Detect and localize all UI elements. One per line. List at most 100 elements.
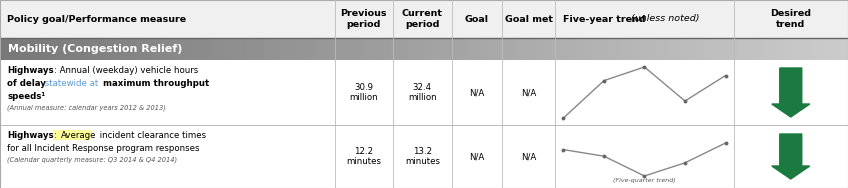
Text: Five-year trend: Five-year trend bbox=[563, 14, 650, 24]
Text: Average: Average bbox=[60, 131, 96, 140]
Bar bbox=[8, 38, 17, 60]
Bar bbox=[212, 38, 220, 60]
Bar bbox=[93, 38, 102, 60]
Bar bbox=[628, 38, 636, 60]
Bar bbox=[53, 130, 91, 140]
Bar bbox=[585, 38, 594, 60]
Bar bbox=[636, 38, 644, 60]
Bar bbox=[254, 38, 263, 60]
Bar bbox=[449, 38, 458, 60]
Bar bbox=[322, 38, 331, 60]
Bar bbox=[432, 38, 441, 60]
Bar bbox=[500, 38, 509, 60]
Bar bbox=[806, 38, 814, 60]
Text: Policy goal/Performance measure: Policy goal/Performance measure bbox=[7, 14, 186, 24]
Bar bbox=[551, 38, 560, 60]
Bar bbox=[780, 38, 789, 60]
Bar bbox=[76, 38, 85, 60]
Bar bbox=[441, 38, 449, 60]
Bar bbox=[568, 38, 577, 60]
Text: (Calendar quarterly measure: Q3 2014 & Q4 2014): (Calendar quarterly measure: Q3 2014 & Q… bbox=[7, 156, 177, 163]
Bar bbox=[729, 38, 738, 60]
Text: Goal met: Goal met bbox=[505, 14, 553, 24]
Bar bbox=[153, 38, 161, 60]
Bar bbox=[712, 38, 721, 60]
Bar bbox=[42, 38, 51, 60]
Text: N/A: N/A bbox=[522, 88, 536, 97]
Bar bbox=[840, 38, 848, 60]
Bar bbox=[263, 38, 271, 60]
Bar bbox=[416, 38, 424, 60]
Bar bbox=[0, 125, 848, 188]
Text: for all Incident Response program responses: for all Incident Response program respon… bbox=[7, 144, 199, 153]
Text: 32.4
million: 32.4 million bbox=[408, 83, 437, 102]
Bar bbox=[823, 38, 831, 60]
Bar bbox=[314, 38, 322, 60]
Bar bbox=[695, 38, 704, 60]
Bar bbox=[0, 38, 8, 60]
Bar bbox=[356, 38, 365, 60]
Bar bbox=[0, 60, 848, 125]
Text: (unless noted): (unless noted) bbox=[632, 14, 700, 24]
Bar bbox=[797, 38, 806, 60]
Text: Desired
trend: Desired trend bbox=[770, 9, 812, 29]
Text: : Annual (weekday) vehicle hours: : Annual (weekday) vehicle hours bbox=[54, 66, 198, 75]
Bar bbox=[831, 38, 840, 60]
Bar bbox=[51, 38, 59, 60]
Bar bbox=[102, 38, 110, 60]
Text: Highways: Highways bbox=[7, 66, 53, 75]
Bar bbox=[483, 38, 492, 60]
Bar bbox=[619, 38, 628, 60]
Bar bbox=[305, 38, 314, 60]
Bar bbox=[475, 38, 483, 60]
Bar bbox=[178, 38, 187, 60]
Text: 13.2
minutes: 13.2 minutes bbox=[404, 147, 440, 166]
Bar bbox=[187, 38, 195, 60]
Text: 12.2
minutes: 12.2 minutes bbox=[346, 147, 382, 166]
Bar bbox=[34, 38, 42, 60]
Bar bbox=[339, 38, 348, 60]
Bar bbox=[25, 38, 34, 60]
Bar bbox=[246, 38, 254, 60]
Text: of delay: of delay bbox=[7, 79, 46, 88]
Bar bbox=[331, 38, 339, 60]
Bar bbox=[772, 38, 780, 60]
Text: Current
period: Current period bbox=[402, 9, 443, 29]
Text: speeds¹: speeds¹ bbox=[7, 92, 45, 101]
Bar bbox=[644, 38, 653, 60]
Bar bbox=[653, 38, 661, 60]
Bar bbox=[85, 38, 93, 60]
Bar bbox=[534, 38, 543, 60]
Bar bbox=[195, 38, 204, 60]
Bar bbox=[144, 38, 153, 60]
Bar bbox=[390, 38, 399, 60]
Bar bbox=[466, 38, 475, 60]
Text: 30.9
million: 30.9 million bbox=[349, 83, 378, 102]
Text: N/A: N/A bbox=[470, 152, 484, 161]
Bar bbox=[678, 38, 687, 60]
Bar bbox=[407, 38, 416, 60]
Text: N/A: N/A bbox=[522, 152, 536, 161]
Text: Highways: Highways bbox=[7, 131, 53, 140]
Bar bbox=[789, 38, 797, 60]
Bar bbox=[119, 38, 127, 60]
Bar bbox=[611, 38, 619, 60]
Text: :: : bbox=[54, 131, 59, 140]
Bar bbox=[492, 38, 500, 60]
Bar bbox=[280, 38, 288, 60]
Bar bbox=[560, 38, 568, 60]
Bar bbox=[373, 38, 382, 60]
Text: Previous
period: Previous period bbox=[341, 9, 387, 29]
Bar bbox=[661, 38, 670, 60]
Bar bbox=[297, 38, 305, 60]
Bar bbox=[577, 38, 585, 60]
Text: Mobility (Congestion Relief): Mobility (Congestion Relief) bbox=[8, 44, 182, 54]
Bar bbox=[458, 38, 466, 60]
Bar bbox=[0, 0, 848, 38]
Bar bbox=[170, 38, 178, 60]
Bar bbox=[670, 38, 678, 60]
Text: (Five-quarter trend): (Five-quarter trend) bbox=[613, 178, 676, 183]
Bar bbox=[382, 38, 390, 60]
Bar bbox=[509, 38, 517, 60]
Bar bbox=[746, 38, 755, 60]
